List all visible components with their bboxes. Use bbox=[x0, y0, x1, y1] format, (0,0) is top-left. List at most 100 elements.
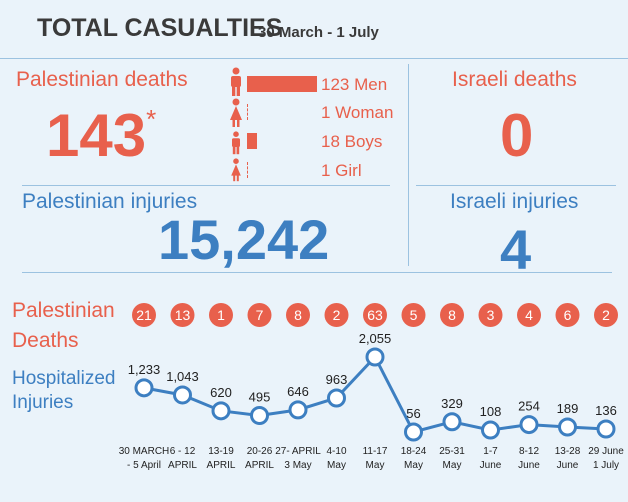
death-count-label: 1 bbox=[217, 307, 225, 323]
breakdown-bar bbox=[247, 133, 257, 149]
page-title: TOTAL CASUALTIES bbox=[37, 14, 283, 42]
death-count-circle bbox=[478, 303, 503, 327]
injury-value-label: 963 bbox=[326, 372, 348, 387]
x-tick-label: 11-17 bbox=[363, 446, 388, 457]
death-count-circle bbox=[132, 303, 156, 327]
injury-point bbox=[134, 378, 154, 398]
death-count-circle bbox=[517, 303, 541, 327]
palestinian-injuries-value: 15,242 bbox=[158, 208, 330, 271]
x-tick-label: 13-19 bbox=[208, 446, 234, 457]
breakdown-label: 123 Men bbox=[321, 75, 388, 94]
death-count-label: 2 bbox=[602, 307, 610, 323]
breakdown-bar-baseline bbox=[247, 104, 248, 120]
death-count-label: 7 bbox=[256, 307, 264, 323]
death-count-label: 63 bbox=[367, 307, 383, 323]
death-count-label: 2 bbox=[333, 307, 341, 323]
x-tick-label: 6 - 12 bbox=[170, 446, 196, 457]
breakdown-bar-baseline bbox=[247, 76, 248, 92]
right-mid-divider bbox=[416, 185, 616, 186]
x-tick-label: 29 June bbox=[588, 446, 624, 457]
injury-point bbox=[404, 422, 423, 442]
x-tick-label: 1-7 bbox=[483, 446, 498, 457]
bottom-divider bbox=[22, 272, 612, 273]
top-divider bbox=[0, 58, 628, 59]
x-tick-label: - 5 April bbox=[127, 460, 161, 471]
death-count-label: 5 bbox=[410, 307, 418, 323]
breakdown-bar-baseline bbox=[247, 162, 248, 178]
israeli-injuries-label: Israeli injuries bbox=[450, 190, 579, 213]
death-count-circle bbox=[209, 303, 233, 327]
breakdown-label: 1 Girl bbox=[321, 161, 362, 180]
x-tick-label: 27- APRIL bbox=[275, 446, 321, 457]
death-count-circle bbox=[286, 303, 310, 327]
left-mid-divider bbox=[22, 185, 390, 186]
injury-value-label: 329 bbox=[441, 396, 463, 411]
death-count-label: 8 bbox=[448, 307, 456, 323]
deaths-row-label: Palestinian Deaths bbox=[12, 296, 115, 356]
x-tick-label: 25-31 bbox=[439, 446, 465, 457]
injuries-row-label-line1: Hospitalized bbox=[12, 368, 116, 389]
injury-value-label: 136 bbox=[595, 403, 617, 418]
boy-icon bbox=[232, 131, 240, 155]
palestinian-injuries-label: Palestinian injuries bbox=[22, 190, 198, 213]
death-count-circle bbox=[555, 303, 580, 327]
deaths-row-label-line1: Palestinian bbox=[12, 299, 115, 322]
asterisk-mark: * bbox=[146, 104, 157, 134]
girl-icon bbox=[231, 158, 241, 182]
death-count-circle bbox=[324, 303, 349, 327]
death-count-label: 4 bbox=[525, 307, 533, 323]
injury-value-label: 56 bbox=[406, 406, 420, 421]
injury-value-label: 2,055 bbox=[359, 331, 392, 346]
injury-point bbox=[481, 420, 500, 440]
injuries-row-label: Hospitalized Injuries bbox=[12, 367, 116, 415]
injuries-row-label-line2: Injuries bbox=[12, 392, 74, 413]
deaths-row-label-line2: Deaths bbox=[12, 329, 79, 352]
injury-point bbox=[558, 417, 577, 437]
injury-point bbox=[519, 415, 539, 435]
injury-value-label: 1,043 bbox=[166, 369, 199, 384]
death-count-circle bbox=[170, 303, 195, 327]
x-tick-label: 3 May bbox=[284, 460, 311, 471]
x-tick-label: APRIL bbox=[207, 460, 236, 471]
death-count-label: 13 bbox=[175, 307, 191, 323]
x-tick-label: 1 July bbox=[593, 460, 619, 471]
death-count-label: 6 bbox=[564, 307, 572, 323]
death-count-label: 8 bbox=[294, 307, 302, 323]
injury-value-label: 189 bbox=[557, 401, 579, 416]
palestinian-deaths-label: Palestinian deaths bbox=[16, 68, 188, 91]
injury-point bbox=[173, 385, 192, 405]
x-tick-label: May bbox=[404, 460, 423, 471]
x-tick-label: APRIL bbox=[168, 460, 197, 471]
injury-value-label: 495 bbox=[249, 390, 271, 405]
x-tick-label: 20-26 bbox=[247, 446, 273, 457]
palestinian-deaths-value: 143* bbox=[46, 102, 157, 169]
x-tick-label: 18-24 bbox=[401, 446, 427, 457]
injury-point bbox=[250, 406, 269, 426]
injury-value-label: 620 bbox=[210, 385, 232, 400]
injury-value-label: 108 bbox=[480, 404, 502, 419]
woman-icon bbox=[230, 98, 242, 127]
x-tick-label: June bbox=[518, 460, 540, 471]
x-tick-label: May bbox=[366, 460, 385, 471]
israeli-deaths-value: 0 bbox=[500, 102, 534, 169]
page-subtitle: 30 March - 1 July bbox=[258, 24, 379, 41]
x-tick-label: 30 MARCH bbox=[119, 446, 170, 457]
x-tick-label: June bbox=[557, 460, 579, 471]
injury-point bbox=[442, 412, 462, 432]
breakdown-bar-baseline bbox=[247, 133, 248, 149]
vertical-divider bbox=[408, 64, 409, 266]
death-count-circle bbox=[401, 303, 426, 327]
death-count-circle bbox=[594, 303, 618, 327]
death-count-circle bbox=[440, 303, 464, 327]
x-tick-label: 4-10 bbox=[326, 446, 346, 457]
injury-point bbox=[288, 400, 308, 420]
man-icon bbox=[231, 67, 241, 96]
x-tick-label: May bbox=[443, 460, 462, 471]
death-count-label: 3 bbox=[487, 307, 495, 323]
breakdown-label: 18 Boys bbox=[321, 132, 383, 151]
x-tick-label: June bbox=[480, 460, 502, 471]
death-count-circle bbox=[247, 303, 272, 327]
injury-point bbox=[365, 347, 385, 367]
x-tick-label: May bbox=[327, 460, 346, 471]
x-tick-label: 13-28 bbox=[555, 446, 581, 457]
